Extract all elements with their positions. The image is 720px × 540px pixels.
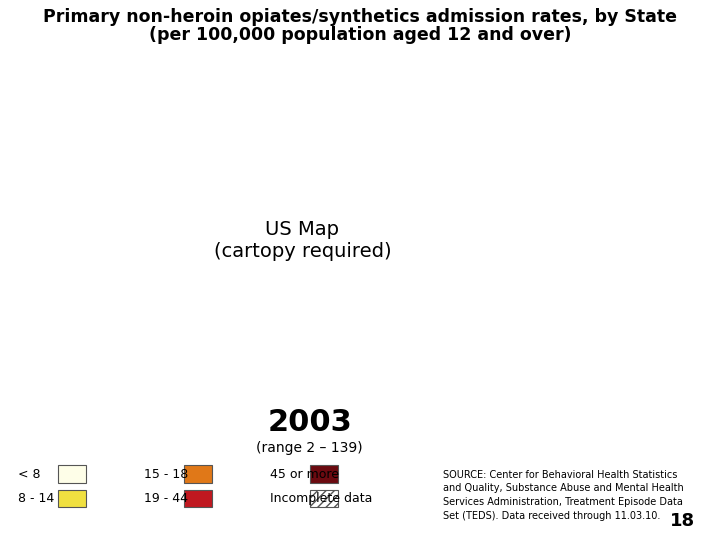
Text: Incomplete data: Incomplete data <box>270 492 372 505</box>
Text: 18: 18 <box>670 512 695 530</box>
Text: 15 - 18: 15 - 18 <box>144 468 188 481</box>
Text: 45 or more: 45 or more <box>270 468 339 481</box>
Text: 19 - 44: 19 - 44 <box>144 492 188 505</box>
Text: (per 100,000 population aged 12 and over): (per 100,000 population aged 12 and over… <box>149 26 571 44</box>
Text: SOURCE: Center for Behavioral Health Statistics
and Quality, Substance Abuse and: SOURCE: Center for Behavioral Health Sta… <box>443 470 683 521</box>
Text: (range 2 – 139): (range 2 – 139) <box>256 441 363 455</box>
Text: < 8: < 8 <box>18 468 40 481</box>
Text: 2003: 2003 <box>267 408 352 437</box>
Text: US Map
(cartopy required): US Map (cartopy required) <box>214 220 391 261</box>
Text: 8 - 14: 8 - 14 <box>18 492 54 505</box>
Text: Primary non-heroin opiates/synthetics admission rates, by State: Primary non-heroin opiates/synthetics ad… <box>43 8 677 26</box>
